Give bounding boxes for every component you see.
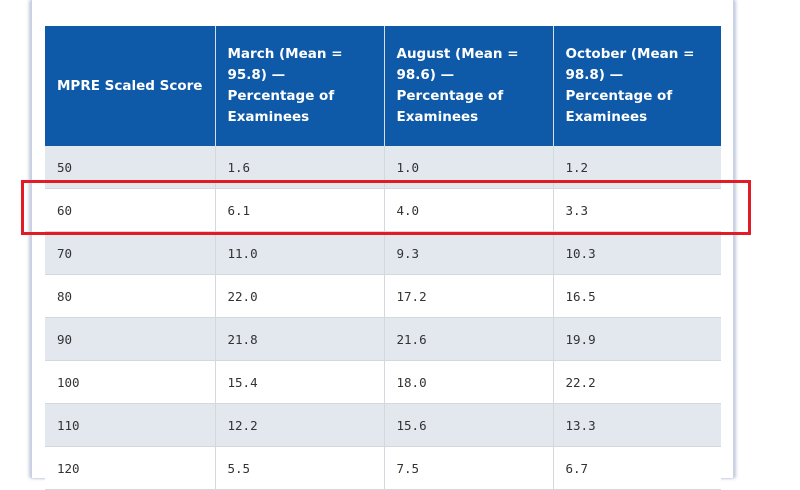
table-row: 50 1.6 1.0 1.2 bbox=[45, 146, 721, 189]
cell-august: 4.0 bbox=[384, 188, 554, 232]
cell-march: 1.6 bbox=[215, 146, 385, 189]
cell-august: 15.6 bbox=[384, 403, 554, 447]
cell-october: 16.5 bbox=[553, 274, 721, 318]
cell-august: 18.0 bbox=[384, 360, 554, 404]
cell-august: 21.6 bbox=[384, 317, 554, 361]
table-header-row: MPRE Scaled Score March (Mean = 95.8) — … bbox=[45, 26, 721, 146]
table-row-highlighted: 60 6.1 4.0 3.3 bbox=[45, 188, 721, 232]
table-row: 70 11.0 9.3 10.3 bbox=[45, 231, 721, 275]
cell-march: 15.4 bbox=[215, 360, 385, 404]
cell-score: 60 bbox=[45, 188, 216, 232]
table-row: 80 22.0 17.2 16.5 bbox=[45, 274, 721, 318]
header-scaled-score: MPRE Scaled Score bbox=[45, 26, 216, 146]
cell-october: 1.2 bbox=[553, 146, 721, 189]
cell-march: 11.0 bbox=[215, 231, 385, 275]
cell-score: 80 bbox=[45, 274, 216, 318]
table-row: 100 15.4 18.0 22.2 bbox=[45, 360, 721, 404]
header-august: August (Mean = 98.6) — Percentage of Exa… bbox=[384, 26, 554, 146]
table-row: 120 5.5 7.5 6.7 bbox=[45, 446, 721, 490]
cell-october: 22.2 bbox=[553, 360, 721, 404]
cell-october: 6.7 bbox=[553, 446, 721, 490]
cell-march: 5.5 bbox=[215, 446, 385, 490]
cell-october: 10.3 bbox=[553, 231, 721, 275]
cell-october: 13.3 bbox=[553, 403, 721, 447]
header-march: March (Mean = 95.8) — Percentage of Exam… bbox=[215, 26, 385, 146]
cell-score: 120 bbox=[45, 446, 216, 490]
cell-score: 110 bbox=[45, 403, 216, 447]
table-row: 110 12.2 15.6 13.3 bbox=[45, 403, 721, 447]
header-october: October (Mean = 98.8) — Percentage of Ex… bbox=[553, 26, 721, 146]
cell-score: 70 bbox=[45, 231, 216, 275]
cell-score: 50 bbox=[45, 146, 216, 189]
score-distribution-table: MPRE Scaled Score March (Mean = 95.8) — … bbox=[45, 26, 721, 490]
cell-score: 100 bbox=[45, 360, 216, 404]
cell-august: 1.0 bbox=[384, 146, 554, 189]
table-row: 90 21.8 21.6 19.9 bbox=[45, 317, 721, 361]
cell-october: 19.9 bbox=[553, 317, 721, 361]
cell-score: 90 bbox=[45, 317, 216, 361]
cell-august: 9.3 bbox=[384, 231, 554, 275]
cell-august: 17.2 bbox=[384, 274, 554, 318]
cell-march: 21.8 bbox=[215, 317, 385, 361]
cell-march: 12.2 bbox=[215, 403, 385, 447]
cell-march: 22.0 bbox=[215, 274, 385, 318]
cell-march: 6.1 bbox=[215, 188, 385, 232]
cell-august: 7.5 bbox=[384, 446, 554, 490]
cell-october: 3.3 bbox=[553, 188, 721, 232]
